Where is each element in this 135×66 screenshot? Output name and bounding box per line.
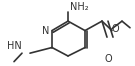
Text: N: N — [42, 26, 49, 36]
Text: O: O — [112, 24, 120, 34]
Text: O: O — [104, 54, 112, 64]
Text: NH₂: NH₂ — [70, 2, 89, 12]
Text: HN: HN — [7, 41, 22, 51]
